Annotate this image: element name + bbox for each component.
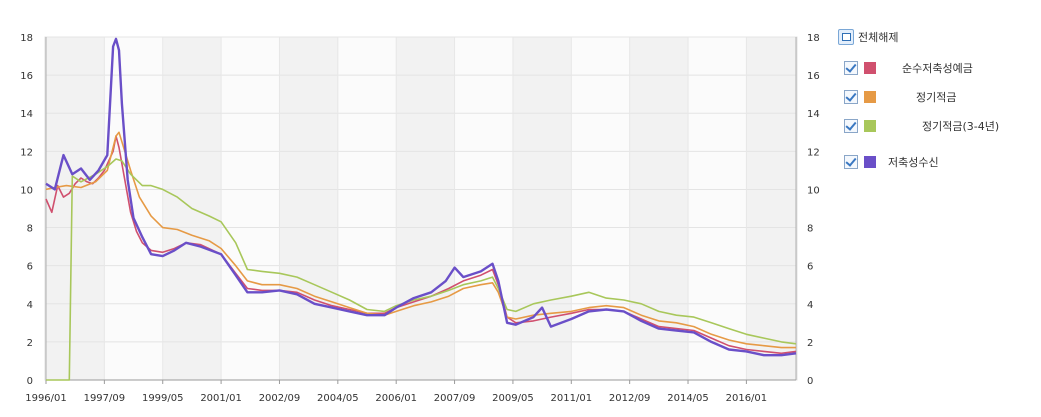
checkbox-checked-icon[interactable]	[844, 155, 858, 169]
x-tick-label: 2007/09	[434, 393, 476, 404]
x-tick-label: 2016/01	[726, 393, 768, 404]
legend-label: 정기적금	[916, 91, 957, 104]
y-tick-label-right: 8	[807, 224, 813, 235]
column-band	[396, 37, 455, 380]
y-tick-label-left: 8	[27, 224, 33, 235]
toggle-all-button[interactable]: 전체해제	[838, 26, 1038, 48]
legend-item-savings-deposit[interactable]: 순수저축성예금	[838, 59, 1038, 77]
legend-item-savings-deposits-total[interactable]: 저축성수신	[838, 153, 1038, 171]
y-tick-label-left: 0	[27, 376, 33, 387]
legend-item-installment-3-4y[interactable]: 정기적금(3-4년)	[838, 117, 1038, 135]
x-tick-label: 2001/01	[200, 393, 242, 404]
y-tick-label-right: 0	[807, 376, 813, 387]
x-tick-label: 2009/05	[492, 393, 534, 404]
x-tick-label: 2004/05	[317, 393, 359, 404]
y-tick-label-right: 6	[807, 262, 813, 273]
x-tick-label: 2011/01	[551, 393, 593, 404]
y-tick-label-left: 18	[20, 33, 33, 44]
legend-swatch	[864, 62, 876, 74]
y-tick-label-left: 16	[20, 71, 33, 82]
y-tick-label-right: 10	[807, 185, 820, 196]
column-band	[46, 37, 105, 380]
x-tick-label: 1999/05	[142, 393, 184, 404]
toggle-all-label: 전체해제	[858, 31, 899, 44]
checkbox-checked-icon[interactable]	[844, 119, 858, 133]
y-axis-left-ticks: 0 2 4 6 8 10 12 14 16 18	[20, 33, 33, 387]
legend-label: 정기적금(3-4년)	[922, 120, 1000, 133]
legend-swatch	[864, 91, 876, 103]
checkbox-checked-icon[interactable]	[844, 90, 858, 104]
x-tick-label: 2012/09	[609, 393, 651, 404]
legend-swatch	[864, 120, 876, 132]
y-tick-label-right: 4	[807, 300, 813, 311]
column-band	[512, 37, 572, 380]
y-tick-label-left: 12	[20, 147, 33, 158]
legend: 전체해제 순수저축성예금 정기적금 정기적금(3-4년) 저축성수신	[838, 26, 1038, 171]
y-tick-label-left: 2	[27, 338, 33, 349]
x-tick-label: 2014/05	[667, 393, 709, 404]
x-tick-label: 2006/01	[375, 393, 417, 404]
y-tick-label-right: 18	[807, 33, 820, 44]
y-tick-label-right: 14	[807, 109, 820, 120]
checkbox-checked-icon[interactable]	[844, 61, 858, 75]
y-axis-right-ticks: 0 2 4 6 8 10 12 14 16 18	[807, 33, 820, 387]
column-band	[279, 37, 338, 380]
series-line-4	[45, 37, 797, 357]
legend-label: 순수저축성예금	[902, 62, 973, 75]
series-lines	[45, 37, 797, 381]
x-tick-label: 1996/01	[25, 393, 67, 404]
toggle-all-icon	[838, 29, 854, 45]
y-tick-label-left: 6	[27, 262, 33, 273]
axes	[45, 37, 797, 381]
column-band	[746, 37, 796, 380]
x-tick-label: 2002/09	[259, 393, 301, 404]
y-tick-label-right: 16	[807, 71, 820, 82]
series-line-3	[46, 158, 797, 381]
y-tick-label-left: 14	[20, 109, 33, 120]
y-tick-label-left: 10	[20, 185, 33, 196]
legend-swatch	[864, 156, 876, 168]
legend-label: 저축성수신	[888, 156, 939, 169]
column-bands	[46, 37, 796, 380]
legend-item-installment[interactable]: 정기적금	[838, 88, 1038, 106]
y-tick-label-right: 2	[807, 338, 813, 349]
y-tick-label-left: 4	[27, 300, 33, 311]
x-tick-label: 1997/09	[84, 393, 126, 404]
y-tick-label-right: 12	[807, 147, 820, 158]
x-axis-ticks: 1996/01 1997/09 1999/05 2001/01 2002/09 2004/…	[25, 380, 767, 404]
